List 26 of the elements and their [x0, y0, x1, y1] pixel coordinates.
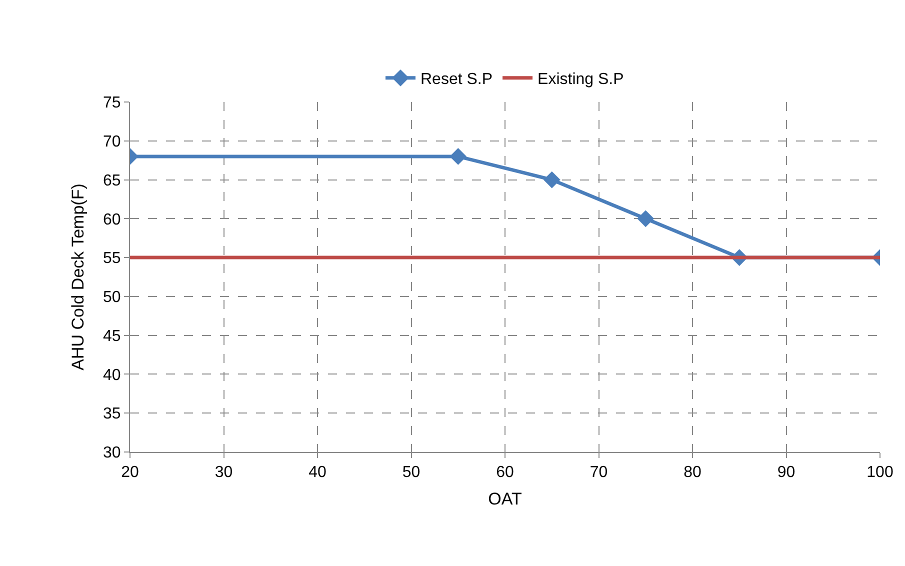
y-tick-label: 60 — [103, 211, 121, 228]
x-tick-label: 50 — [402, 464, 420, 482]
y-tick-label: 45 — [103, 328, 121, 345]
y-tick-label: 75 — [103, 94, 121, 112]
x-tick-label: 70 — [590, 464, 608, 482]
y-tick-label: 55 — [103, 250, 121, 268]
x-tick-label: 40 — [308, 464, 326, 482]
x-tick-label: 30 — [214, 464, 233, 482]
x-tick-label: 100 — [866, 464, 894, 482]
point — [543, 171, 560, 188]
y-tick-label: 30 — [103, 444, 121, 462]
legend-label: Existing S.P — [538, 71, 624, 88]
x-tick-label: 20 — [121, 464, 139, 482]
y-tick-label: 40 — [103, 366, 121, 384]
point — [637, 210, 654, 228]
y-tick-label: 65 — [103, 172, 121, 190]
y-tick-label: 70 — [103, 133, 121, 150]
y-tick-label: 50 — [103, 289, 121, 306]
x-tick-label: 90 — [777, 464, 796, 482]
point — [450, 148, 467, 165]
y-tick-label: 35 — [103, 406, 121, 423]
x-tick-label: 60 — [496, 464, 514, 482]
x-tick-label: 80 — [684, 464, 702, 482]
x-axis-title: OAT — [488, 490, 522, 509]
y-axis-title: AHU Cold Deck Temp(F) — [68, 184, 88, 370]
legend-label: Reset S.P — [420, 71, 493, 88]
